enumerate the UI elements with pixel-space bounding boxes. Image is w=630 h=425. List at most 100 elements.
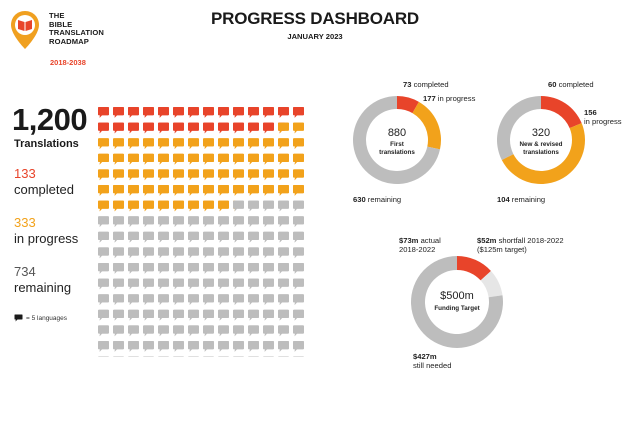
waffle-icon [128, 107, 139, 118]
waffle-icon [113, 294, 124, 305]
waffle-icon [248, 294, 259, 305]
waffle-icon [113, 185, 124, 196]
waffle-icon [278, 107, 289, 118]
funding-needed-label: $427m still needed [413, 352, 452, 370]
waffle-icon [98, 216, 109, 227]
donut-slice-in-progress [412, 101, 441, 150]
waffle-icon [248, 153, 259, 165]
donut-slice-remaining [353, 96, 440, 184]
waffle-icon [98, 231, 109, 243]
waffle-icon [263, 185, 274, 196]
donut-slice-remaining [497, 96, 541, 160]
funding-center-label: Funding Target [434, 305, 480, 312]
waffle-icon [278, 325, 289, 337]
waffle-icon [278, 153, 289, 165]
waffle-icon [188, 169, 199, 181]
waffle-icon [143, 278, 154, 290]
waffle-icon [173, 309, 184, 321]
waffle-icon [233, 325, 244, 337]
waffle-icon [263, 216, 274, 227]
completed-label: completed [14, 182, 74, 197]
waffle-icon [98, 107, 109, 118]
waffle-icon [143, 200, 154, 212]
waffle-icon [293, 278, 304, 290]
waffle-icon [293, 247, 304, 259]
new-revised-translations-donut [497, 96, 585, 184]
page-title: PROGRESS DASHBOARD [211, 9, 419, 28]
waffle-icon [143, 153, 154, 165]
waffle-icon [233, 107, 244, 118]
waffle-icon [158, 247, 169, 259]
total-translations-label: Translations [14, 138, 79, 150]
funding-target-donut [411, 256, 503, 348]
waffle-icon [218, 263, 229, 274]
first-completed-label: 73 completed [403, 80, 449, 89]
waffle-icon [293, 169, 304, 181]
waffle-icon [143, 169, 154, 181]
waffle-icon [128, 216, 139, 227]
waffle-icon [218, 122, 229, 134]
waffle-icon [158, 122, 169, 134]
waffle-icon [233, 341, 244, 352]
waffle-icon [173, 122, 184, 134]
waffle-icon [233, 200, 244, 212]
waffle-icon [188, 107, 199, 118]
waffle-icon [278, 309, 289, 321]
waffle-icon [293, 309, 304, 321]
waffle-icon [98, 169, 109, 181]
waffle-icon [263, 325, 274, 337]
waffle-icon [278, 341, 289, 352]
waffle-icon [113, 231, 124, 243]
waffle-icon [98, 294, 109, 305]
brand-line: BIBLE [49, 19, 73, 29]
waffle-icon [203, 153, 214, 165]
waffle-icon [128, 153, 139, 165]
waffle-icon [188, 278, 199, 290]
waffle-icon [248, 138, 259, 149]
waffle-icon [278, 138, 289, 149]
waffle-icon [113, 325, 124, 337]
waffle-icon [203, 231, 214, 243]
waffle-icon [293, 263, 304, 274]
waffle-icon [203, 341, 214, 352]
waffle-icon [203, 185, 214, 196]
waffle-icon [98, 185, 109, 196]
funding-center-value: $500m [440, 290, 474, 302]
waffle-icon [263, 263, 274, 274]
waffle-icon [98, 200, 109, 212]
waffle-icon [143, 341, 154, 352]
waffle-icon [173, 294, 184, 305]
waffle-icon [203, 278, 214, 290]
waffle-icon [278, 200, 289, 212]
waffle-icon [278, 278, 289, 290]
waffle-icon [203, 294, 214, 305]
waffle-icon [173, 247, 184, 259]
waffle-icon [218, 294, 229, 305]
waffle-icon [143, 325, 154, 337]
waffle-icon [188, 263, 199, 274]
waffle-icon [203, 325, 214, 337]
waffle-icon [293, 200, 304, 212]
donut-slice-completed [541, 96, 582, 129]
waffle-icon [248, 341, 259, 352]
waffle-icon [173, 153, 184, 165]
waffle-icon [293, 122, 304, 134]
waffle-icon [263, 153, 274, 165]
waffle-icon [143, 185, 154, 196]
waffle-icon [188, 309, 199, 321]
waffle-icon [128, 122, 139, 134]
waffle-icon [113, 138, 124, 149]
waffle-icon [233, 231, 244, 243]
waffle-icon [113, 216, 124, 227]
waffle-icon [248, 185, 259, 196]
newrev-center-label: New & revised translations [519, 141, 563, 156]
waffle-icon [203, 247, 214, 259]
waffle-icon [128, 231, 139, 243]
waffle-icon [293, 216, 304, 227]
waffle-icon [203, 200, 214, 212]
waffle-icon [158, 294, 169, 305]
waffle-icon [128, 263, 139, 274]
waffle-icon [203, 309, 214, 321]
waffle-icon [113, 107, 124, 118]
waffle-icon [143, 107, 154, 118]
